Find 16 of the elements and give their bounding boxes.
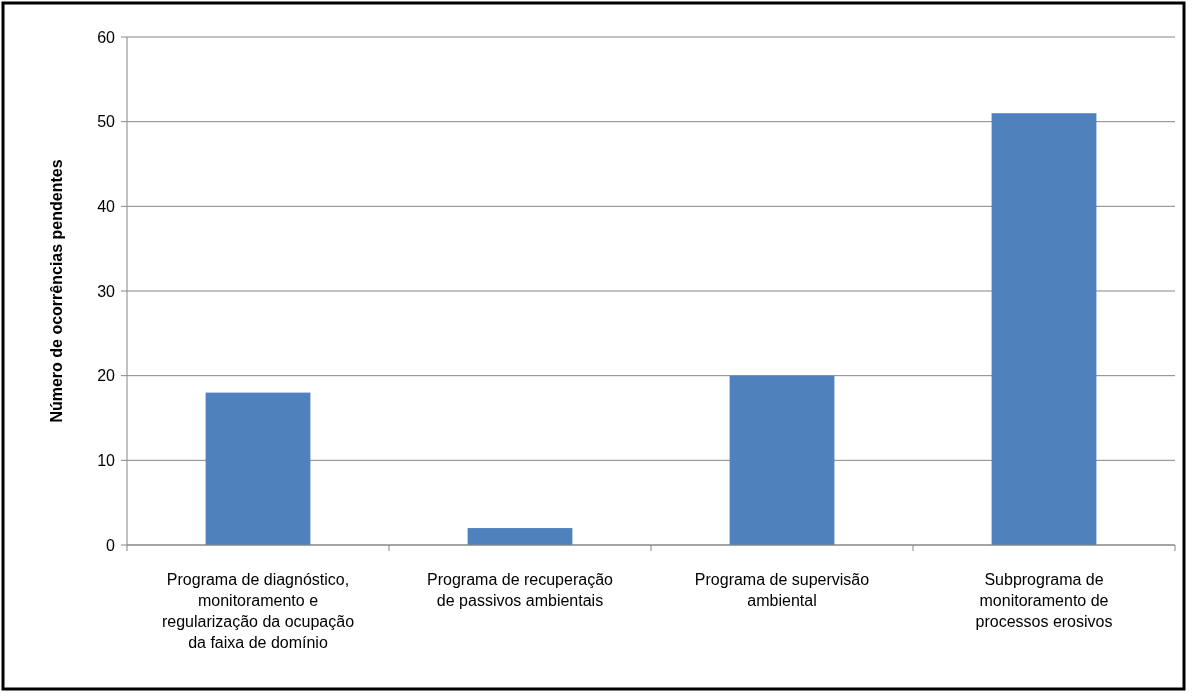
bar	[729, 375, 835, 545]
x-tick-label: Programa de supervisão ambiental	[694, 571, 870, 609]
bar	[467, 528, 573, 545]
x-tick-label: Programa de recuperação de passivos ambientais	[427, 571, 614, 609]
y-tick-label: 0	[106, 536, 116, 554]
y-axis-title: Número de ocorrências pendentes	[48, 159, 65, 423]
y-tick-label: 20	[97, 367, 116, 385]
y-tick-label: 60	[97, 28, 116, 46]
y-tick-label: 50	[97, 113, 116, 131]
bar	[991, 113, 1097, 545]
y-tick-label: 30	[97, 282, 116, 300]
bar	[205, 392, 311, 545]
x-tick-label: Subprograma de monitoramento de processos erosivos	[975, 571, 1113, 630]
x-tick-label: Programa de diagnóstico, monitoramento e regularização da ocupação da faixa de domínio	[161, 571, 355, 651]
y-tick-label: 40	[97, 197, 116, 215]
y-tick-label: 10	[97, 451, 116, 469]
